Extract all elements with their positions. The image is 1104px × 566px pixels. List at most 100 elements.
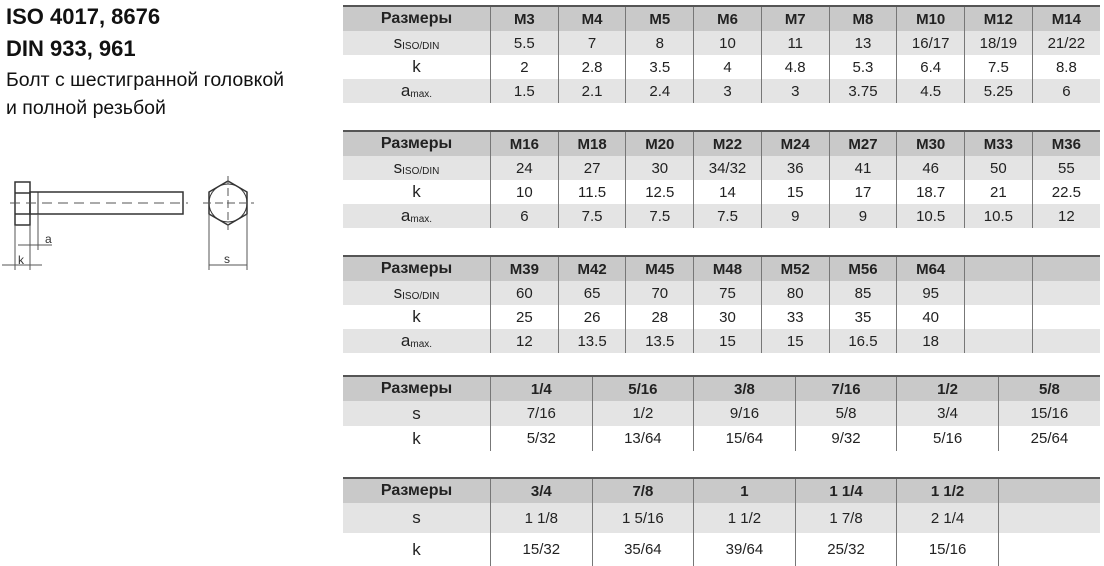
- table-cell: 7: [557, 31, 626, 55]
- table-cell: 9: [828, 204, 897, 228]
- table-cell: 5.25: [964, 79, 1033, 103]
- table-cell: 18: [896, 329, 965, 353]
- size-table: Размеры M39 M42 M45 M48 M52 M56 M64 sISO/DIN 60 65…: [343, 255, 1100, 353]
- header-size: 1: [693, 477, 796, 503]
- table-cell: 1 5/16: [591, 503, 694, 533]
- table-header-row: Размеры M39 M42 M45 M48 M52 M56 M64: [343, 255, 1100, 281]
- table-cell: 2: [490, 55, 559, 79]
- table-cell: 36: [760, 156, 830, 180]
- row-label: s: [343, 401, 491, 426]
- table-cell: 65: [557, 281, 626, 305]
- table-cell: 5.5: [490, 31, 559, 55]
- table-cell: 16/17: [896, 31, 965, 55]
- table-cell: 8: [625, 31, 694, 55]
- header-size: M22: [693, 130, 762, 156]
- table-cell: 13.5: [625, 329, 694, 353]
- table-cell: 28: [625, 305, 694, 329]
- dim-label-k: k: [18, 253, 25, 267]
- table-cell: [1031, 305, 1100, 329]
- standard-title-din: DIN 933, 961: [6, 36, 136, 61]
- size-table: Размеры M3 M4 M5 M6 M7 M8 M10 M12 M14 sISO/DIN 5.5 7…: [343, 5, 1100, 103]
- table-cell: 75: [693, 281, 762, 305]
- table-cell: [964, 281, 1033, 305]
- table-cell: 12: [490, 329, 559, 353]
- table-row-k: k 25 26 28 30 33 35 40: [343, 305, 1100, 329]
- header-size: [997, 477, 1100, 503]
- header-size: M14: [1031, 5, 1100, 31]
- header-size: [1031, 255, 1100, 281]
- header-size: 5/8: [997, 375, 1100, 401]
- header-size: M56: [828, 255, 897, 281]
- table-row-s: sISO/DIN 24 27 30 34/32 36 41 46 50 55: [343, 156, 1100, 180]
- table-cell: 2 1/4: [896, 503, 999, 533]
- table-cell: 15/16: [997, 401, 1100, 426]
- row-label: k: [343, 305, 491, 329]
- table-cell: 11: [760, 31, 830, 55]
- table-cell: 85: [828, 281, 897, 305]
- row-label: sISO/DIN: [343, 31, 491, 55]
- table-cell: 6.4: [896, 55, 965, 79]
- table-cell: 33: [760, 305, 830, 329]
- table-cell: 6: [1031, 79, 1100, 103]
- table-cell: 39/64: [693, 533, 796, 566]
- row-label: amax.: [343, 79, 491, 103]
- header-size: M24: [760, 130, 830, 156]
- table-cell: 5/32: [490, 426, 593, 451]
- row-label: k: [343, 180, 491, 204]
- header-size: 5/16: [591, 375, 694, 401]
- table-cell: 4: [693, 55, 762, 79]
- table-cell: 15/32: [490, 533, 593, 566]
- table-cell: 11.5: [557, 180, 626, 204]
- row-label: amax.: [343, 204, 491, 228]
- header-label: Размеры: [343, 477, 491, 503]
- header-size: 3/8: [693, 375, 796, 401]
- table-cell: 15: [760, 180, 830, 204]
- row-label-subscript: max.: [410, 214, 433, 225]
- header-size: M18: [557, 130, 626, 156]
- table-cell: 10.5: [896, 204, 965, 228]
- header-size: 3/4: [490, 477, 593, 503]
- header-size: 7/16: [794, 375, 897, 401]
- row-label-subscript: max.: [410, 89, 433, 100]
- size-table: Размеры 3/4 7/8 1 1 1/4 1 1/2 s 1 1/8 1 5/16 1 1/…: [343, 477, 1100, 566]
- table-cell: 15: [693, 329, 762, 353]
- row-label-subscript: max.: [410, 339, 433, 350]
- row-label: amax.: [343, 329, 491, 353]
- table-cell: 10.5: [964, 204, 1033, 228]
- header-size: M5: [625, 5, 694, 31]
- header-size: M27: [828, 130, 897, 156]
- dim-label-s: s: [224, 252, 230, 266]
- table-cell: 5.3: [828, 55, 897, 79]
- table-cell: 13/64: [591, 426, 694, 451]
- table-cell: 40: [896, 305, 965, 329]
- table-cell: 3: [693, 79, 762, 103]
- table-row-a: amax. 1.5 2.1 2.4 3 3 3.75 4.5 5.25 6: [343, 79, 1100, 103]
- header-size: M30: [896, 130, 965, 156]
- table-cell: [964, 329, 1033, 353]
- row-label-subscript: ISO/DIN: [402, 41, 440, 52]
- table-row-s: sISO/DIN 60 65 70 75 80 85 95: [343, 281, 1100, 305]
- table-cell: 15/64: [693, 426, 796, 451]
- table-cell: 46: [896, 156, 965, 180]
- table-cell: 50: [964, 156, 1033, 180]
- header-size: M20: [625, 130, 694, 156]
- table-cell: 17: [828, 180, 897, 204]
- header-size: M45: [625, 255, 694, 281]
- header-size: M6: [693, 5, 762, 31]
- row-label-subscript: ISO/DIN: [402, 291, 440, 302]
- header-label: Размеры: [343, 130, 491, 156]
- table-cell: 18.7: [896, 180, 965, 204]
- table-cell: 60: [490, 281, 559, 305]
- table-cell: 15/16: [896, 533, 999, 566]
- header-size: M8: [828, 5, 897, 31]
- table-cell: 30: [693, 305, 762, 329]
- bolt-drawing: a k s: [2, 176, 254, 270]
- table-cell: 41: [828, 156, 897, 180]
- header-label: Размеры: [343, 5, 491, 31]
- standard-title-iso: ISO 4017, 8676: [6, 4, 161, 29]
- header-size: [964, 255, 1033, 281]
- table-cell: 95: [896, 281, 965, 305]
- table-cell: 2.4: [625, 79, 694, 103]
- table-cell: 35/64: [591, 533, 694, 566]
- table-cell: 1 7/8: [794, 503, 897, 533]
